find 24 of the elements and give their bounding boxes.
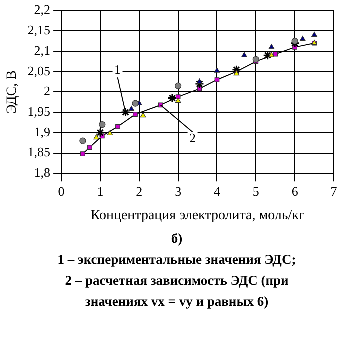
y-tick-label: 2 [44, 84, 51, 99]
y-tick-label: 2,1 [34, 42, 51, 58]
y-tick-label: 2,2 [34, 2, 51, 18]
y-tick-label: 1,85 [28, 144, 51, 160]
annotation: 1 [114, 62, 122, 77]
y-tick-label: 1,9 [34, 124, 51, 140]
y-tick-label: 1,8 [34, 165, 51, 180]
text: б) [170, 230, 184, 248]
x-tick-label: 4 [214, 184, 221, 199]
y-tick-label: 2,05 [28, 63, 51, 78]
y-tick-label: 2,15 [28, 22, 51, 38]
text: 2 – расчетная зависимость ЭДС (при значениях vx = vy и равных 6) [64, 272, 290, 311]
x-axis-title: Концентрация электролита, моль/кг [90, 208, 305, 224]
y-axis-title: ЭДС, В [5, 70, 20, 114]
text: 1 – экспериментальные значения ЭДС; [56, 251, 298, 269]
x-tick-label: 6 [292, 184, 299, 199]
x-tick-label: 3 [175, 184, 182, 199]
x-tick-label: 7 [330, 184, 338, 199]
y-tick-label: 1,95 [28, 104, 51, 119]
x-tick-label: 5 [252, 184, 260, 199]
annotation: 2 [190, 130, 196, 146]
x-tick-label: 0 [58, 184, 65, 199]
x-tick-label: 2 [136, 184, 143, 199]
x-tick-label: 1 [97, 184, 104, 199]
